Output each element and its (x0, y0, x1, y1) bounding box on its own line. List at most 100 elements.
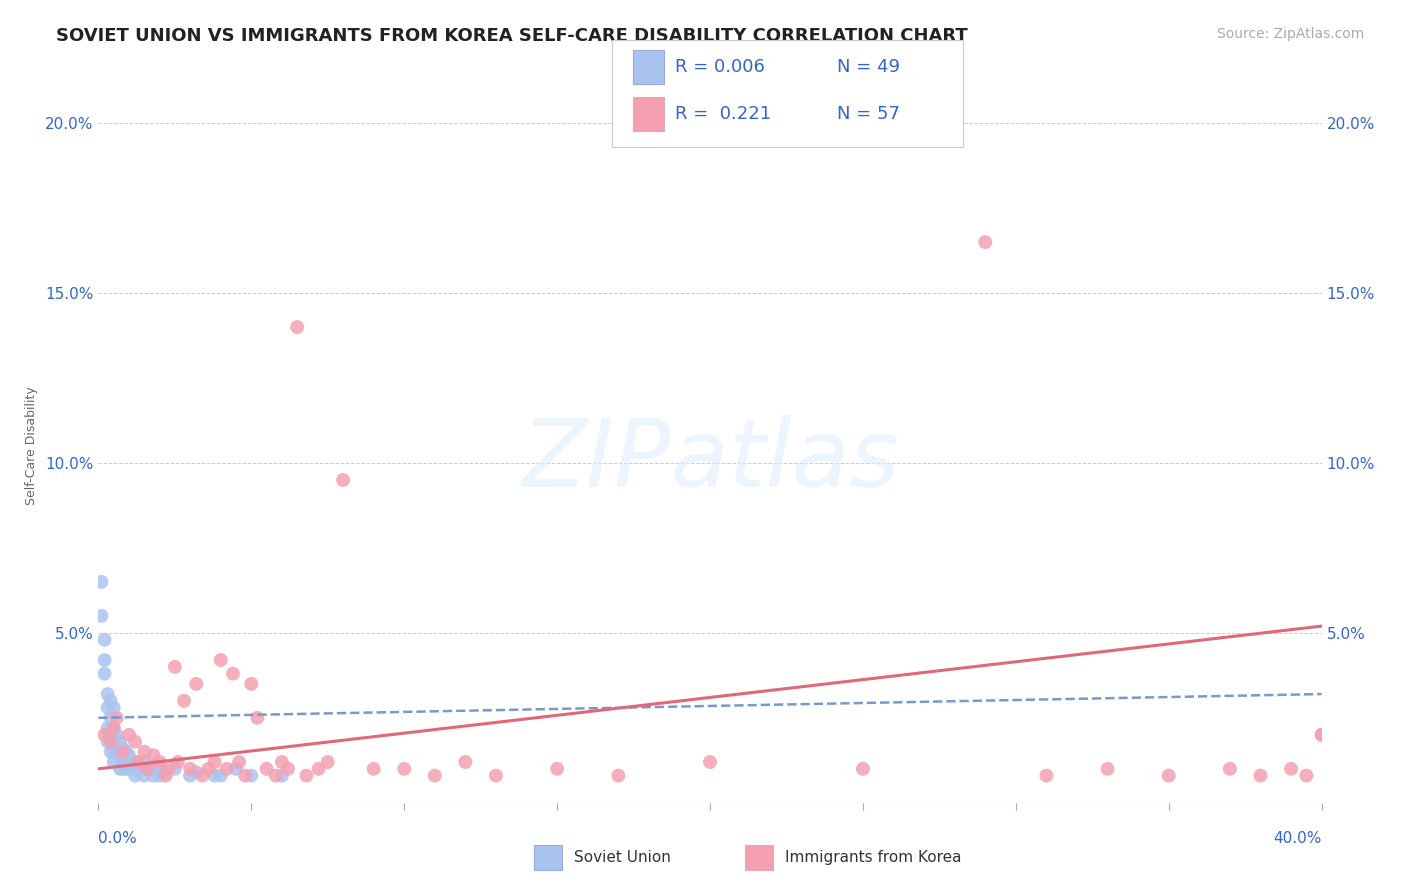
Point (256, 762, 278, 776)
Text: Immigrants from Korea: Immigrants from Korea (785, 850, 962, 864)
Point (103, 734, 125, 748)
Point (1157, 769, 1180, 783)
Text: R = 0.006: R = 0.006 (675, 58, 765, 76)
Point (167, 755, 190, 769)
Text: N = 57: N = 57 (837, 105, 900, 123)
Point (1279, 762, 1302, 776)
Point (270, 769, 292, 783)
Point (108, 748, 131, 763)
Point (246, 711, 269, 725)
Point (111, 755, 134, 769)
Point (97, 687, 120, 701)
Point (607, 769, 630, 783)
Point (485, 769, 508, 783)
Point (111, 762, 134, 776)
Point (157, 762, 180, 776)
Point (124, 769, 146, 783)
Point (308, 762, 330, 776)
Point (155, 765, 177, 780)
Text: N = 49: N = 49 (837, 58, 900, 76)
Point (124, 734, 146, 748)
Point (100, 745, 122, 759)
Point (145, 762, 167, 776)
Point (155, 769, 177, 783)
Point (103, 755, 125, 769)
Point (209, 769, 232, 783)
Point (124, 755, 146, 769)
Point (100, 734, 122, 748)
Point (270, 755, 292, 769)
Point (121, 755, 143, 769)
Point (179, 762, 201, 776)
Point (546, 762, 568, 776)
Point (136, 762, 159, 776)
Point (186, 677, 208, 691)
Text: Source: ZipAtlas.com: Source: ZipAtlas.com (1216, 27, 1364, 41)
Point (392, 762, 416, 776)
Point (277, 762, 299, 776)
Point (225, 762, 247, 776)
Point (97, 700, 120, 714)
Point (134, 745, 156, 759)
Text: Soviet Union: Soviet Union (574, 850, 671, 864)
Point (240, 677, 263, 691)
Point (1097, 762, 1119, 776)
Point (332, 473, 354, 487)
Point (103, 745, 125, 759)
Text: R =  0.221: R = 0.221 (675, 105, 770, 123)
Point (316, 755, 339, 769)
Point (1295, 769, 1317, 783)
Point (108, 734, 131, 748)
Point (93, 728, 115, 742)
Point (111, 745, 134, 759)
Point (423, 769, 446, 783)
Point (134, 755, 156, 769)
Point (100, 728, 122, 742)
Point (209, 653, 232, 667)
Text: ZIPatlas: ZIPatlas (522, 415, 898, 506)
Point (142, 748, 165, 763)
Point (240, 769, 263, 783)
Point (1249, 769, 1271, 783)
Point (118, 728, 141, 742)
Point (1310, 728, 1333, 742)
Point (93, 653, 115, 667)
Point (103, 700, 125, 714)
Point (93, 632, 115, 647)
Point (1219, 762, 1241, 776)
Point (163, 762, 186, 776)
Point (105, 745, 128, 759)
Point (90, 574, 112, 589)
Point (1035, 769, 1057, 783)
Point (90, 608, 112, 623)
Point (105, 728, 128, 742)
Point (111, 741, 134, 756)
Point (699, 755, 721, 769)
Point (285, 320, 308, 334)
Point (228, 755, 250, 769)
Point (93, 666, 115, 681)
Point (233, 769, 256, 783)
Point (1310, 728, 1333, 742)
Point (264, 769, 287, 783)
Point (127, 762, 149, 776)
Text: SOVIET UNION VS IMMIGRANTS FROM KOREA SELF-CARE DISABILITY CORRELATION CHART: SOVIET UNION VS IMMIGRANTS FROM KOREA SE… (56, 27, 967, 45)
Point (179, 769, 201, 783)
Point (215, 762, 238, 776)
Point (204, 755, 226, 769)
Point (295, 769, 318, 783)
Point (186, 765, 208, 780)
Point (197, 762, 219, 776)
Point (974, 235, 997, 249)
Point (100, 694, 122, 708)
Point (136, 762, 159, 776)
Point (103, 721, 125, 735)
Point (852, 762, 875, 776)
Point (118, 748, 141, 763)
Point (363, 762, 385, 776)
Point (134, 769, 156, 783)
Text: 40.0%: 40.0% (1274, 831, 1322, 847)
Point (127, 755, 149, 769)
Point (454, 755, 477, 769)
Point (149, 769, 172, 783)
